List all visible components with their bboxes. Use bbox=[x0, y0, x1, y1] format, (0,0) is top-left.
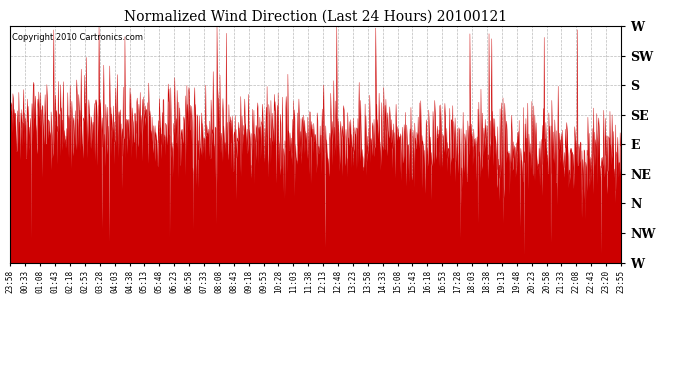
Text: Copyright 2010 Cartronics.com: Copyright 2010 Cartronics.com bbox=[12, 33, 144, 42]
Title: Normalized Wind Direction (Last 24 Hours) 20100121: Normalized Wind Direction (Last 24 Hours… bbox=[124, 10, 507, 24]
